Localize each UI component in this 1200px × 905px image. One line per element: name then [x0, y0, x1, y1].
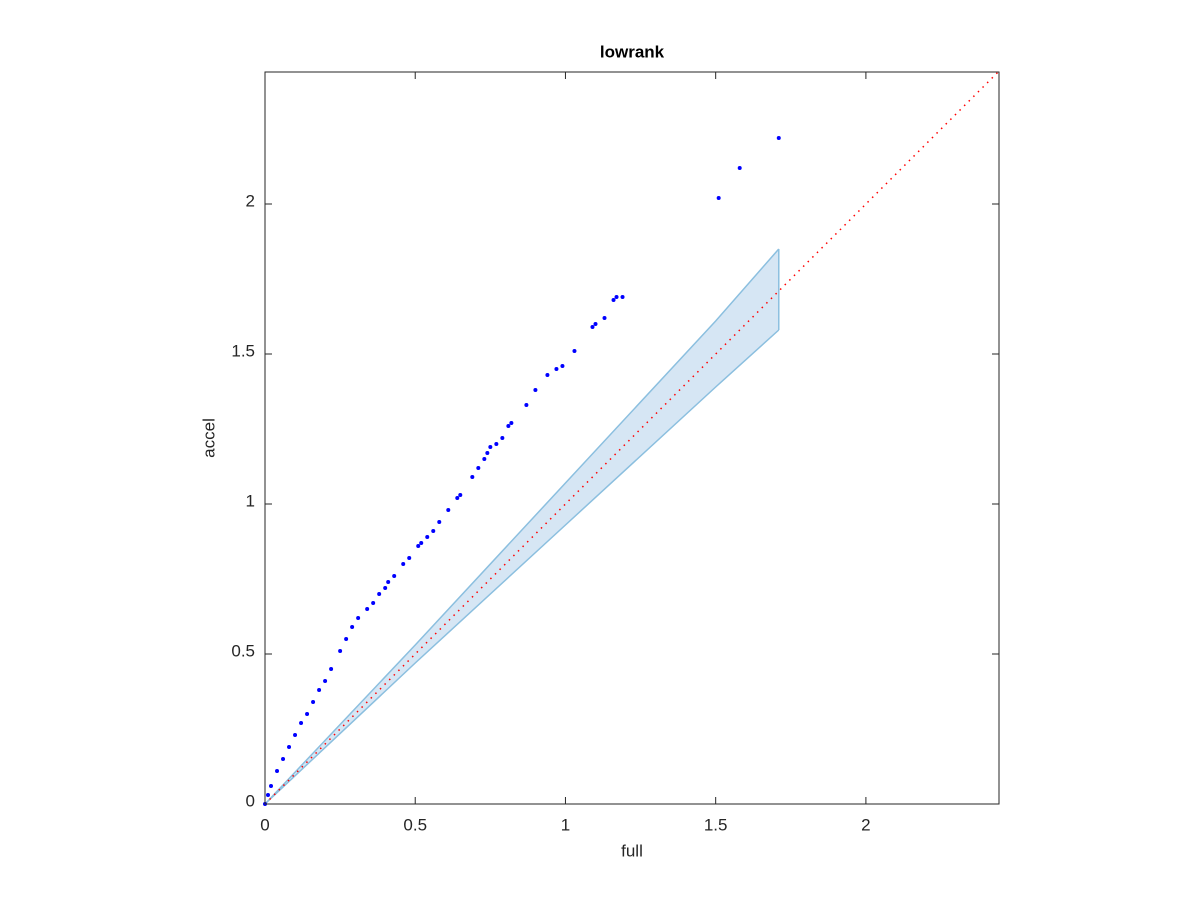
- data-point: [317, 688, 322, 692]
- data-point: [485, 451, 490, 455]
- data-point: [737, 166, 742, 170]
- data-point: [419, 541, 424, 545]
- data-point: [299, 721, 304, 725]
- data-point: [506, 424, 511, 428]
- data-point: [458, 493, 463, 497]
- data-point: [572, 349, 577, 353]
- x-axis-label: full: [621, 841, 643, 860]
- x-tick-label: 0: [260, 815, 269, 834]
- data-point: [293, 733, 298, 737]
- data-point: [407, 556, 412, 560]
- data-point: [455, 496, 460, 500]
- data-point: [470, 475, 475, 479]
- data-point: [494, 442, 499, 446]
- data-point: [614, 295, 619, 299]
- data-point: [446, 508, 451, 512]
- data-point: [560, 364, 565, 368]
- data-point: [371, 601, 376, 605]
- data-point: [716, 196, 721, 200]
- data-point: [269, 784, 274, 788]
- data-point: [305, 712, 310, 716]
- band-upper: [264, 248, 780, 805]
- data-point: [554, 367, 559, 371]
- data-point: [500, 436, 505, 440]
- x-tick-label: 0.5: [403, 815, 427, 834]
- data-point: [431, 529, 436, 533]
- chart-title: lowrank: [600, 42, 665, 61]
- data-point: [620, 295, 625, 299]
- y-tick-label: 0.5: [231, 641, 255, 660]
- data-point: [377, 592, 382, 596]
- y-tick-label: 1.5: [231, 341, 255, 360]
- data-point: [287, 745, 292, 749]
- data-point: [593, 322, 598, 326]
- data-point: [524, 403, 529, 407]
- data-point: [323, 679, 328, 683]
- data-point: [482, 457, 487, 461]
- data-point: [365, 607, 370, 611]
- data-point: [281, 757, 286, 761]
- x-tick-label: 2: [861, 815, 870, 834]
- data-point: [329, 667, 334, 671]
- data-point: [488, 445, 493, 449]
- data-point: [392, 574, 397, 578]
- data-point: [383, 586, 388, 590]
- y-axis-label: accel: [199, 418, 218, 458]
- data-point: [386, 580, 391, 584]
- band-lower: [264, 329, 780, 805]
- data-point: [416, 544, 421, 548]
- data-point: [437, 520, 442, 524]
- data-point: [776, 136, 781, 140]
- data-point: [611, 298, 616, 302]
- y-tick-label: 0: [246, 791, 255, 810]
- data-point: [401, 562, 406, 566]
- data-point: [344, 637, 349, 641]
- data-point: [266, 793, 271, 797]
- x-tick-label: 1: [561, 815, 570, 834]
- y-tick-label: 1: [246, 491, 255, 510]
- data-point: [509, 421, 514, 425]
- axes-box: [264, 71, 1000, 805]
- data-point: [590, 325, 595, 329]
- data-point: [275, 769, 280, 773]
- y-tick-label: 2: [246, 191, 255, 210]
- data-point: [311, 700, 316, 704]
- data-point: [350, 625, 355, 629]
- data-point: [602, 316, 607, 320]
- data-point: [356, 616, 361, 620]
- data-point: [425, 535, 430, 539]
- data-point: [338, 649, 343, 653]
- x-tick-label: 1.5: [704, 815, 728, 834]
- data-point: [476, 466, 481, 470]
- data-point: [533, 388, 538, 392]
- data-point: [545, 373, 550, 377]
